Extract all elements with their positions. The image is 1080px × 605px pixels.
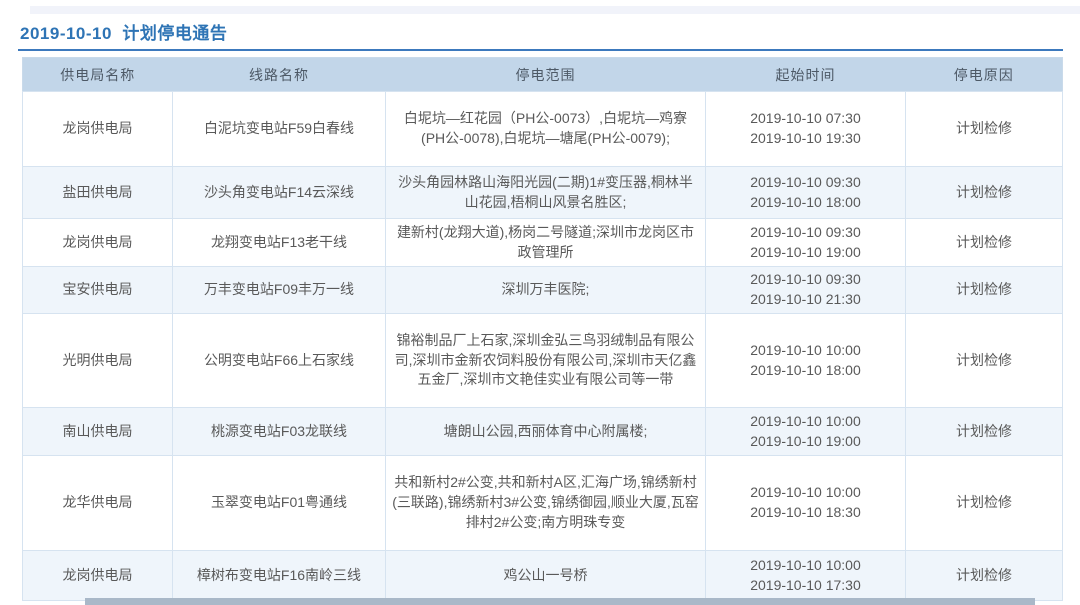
start-time: 2019-10-10 09:30	[750, 173, 861, 190]
header-start-time: 起始时间	[705, 57, 906, 92]
table-row: 龙岗供电局 龙翔变电站F13老干线 建新村(龙翔大道),杨岗二号隧道;深圳市龙岗…	[22, 218, 1063, 267]
cell-time: 2019-10-10 10:00 2019-10-10 17:30	[705, 550, 906, 601]
top-decorative-band	[30, 6, 1080, 14]
cell-scope: 锦裕制品厂上石家,深圳金弘三鸟羽绒制品有限公司,深圳市金新农饲料股份有限公司,深…	[385, 313, 706, 408]
cell-time: 2019-10-10 10:00 2019-10-10 19:00	[705, 407, 906, 456]
start-time: 2019-10-10 10:00	[750, 556, 861, 573]
start-time: 2019-10-10 09:30	[750, 223, 861, 240]
cell-line: 樟树布变电站F16南岭三线	[172, 550, 386, 601]
end-time: 2019-10-10 18:00	[750, 193, 861, 210]
power-outage-table: 供电局名称 线路名称 停电范围 起始时间 停电原因 龙岗供电局 白泥坑变电站F5…	[22, 57, 1063, 601]
cell-time: 2019-10-10 10:00 2019-10-10 18:30	[705, 455, 906, 551]
cell-reason: 计划检修	[905, 218, 1063, 267]
cell-scope: 塘朗山公园,西丽体育中心附属楼;	[385, 407, 706, 456]
end-time: 2019-10-10 17:30	[750, 576, 861, 593]
end-time: 2019-10-10 19:30	[750, 130, 861, 146]
cell-time: 2019-10-10 07:30 2019-10-10 19:30	[705, 91, 906, 167]
end-time: 2019-10-10 21:30	[750, 291, 861, 307]
header-scope: 停电范围	[385, 57, 706, 92]
cell-reason: 计划检修	[905, 407, 1063, 456]
table-row: 南山供电局 桃源变电站F03龙联线 塘朗山公园,西丽体育中心附属楼; 2019-…	[22, 407, 1063, 456]
table-row: 盐田供电局 沙头角变电站F14云深线 沙头角园林路山海阳光园(二期)1#变压器,…	[22, 166, 1063, 219]
cell-scope: 建新村(龙翔大道),杨岗二号隧道;深圳市龙岗区市政管理所	[385, 218, 706, 267]
cell-reason: 计划检修	[905, 550, 1063, 601]
header-reason: 停电原因	[905, 57, 1063, 92]
cell-bureau: 光明供电局	[22, 313, 173, 408]
title-underline	[18, 49, 1063, 51]
page-title: 2019-10-10 计划停电通告	[20, 24, 228, 43]
cell-line: 沙头角变电站F14云深线	[172, 166, 386, 219]
cell-bureau: 龙岗供电局	[22, 91, 173, 167]
table-row: 宝安供电局 万丰变电站F09丰万一线 深圳万丰医院; 2019-10-10 09…	[22, 266, 1063, 314]
cell-time: 2019-10-10 09:30 2019-10-10 19:00	[705, 218, 906, 267]
cell-reason: 计划检修	[905, 455, 1063, 551]
cell-time: 2019-10-10 09:30 2019-10-10 18:00	[705, 166, 906, 219]
table-header-row: 供电局名称 线路名称 停电范围 起始时间 停电原因	[22, 57, 1063, 92]
cell-line: 桃源变电站F03龙联线	[172, 407, 386, 456]
table-row: 龙岗供电局 樟树布变电站F16南岭三线 鸡公山一号桥 2019-10-10 10…	[22, 550, 1063, 601]
start-time: 2019-10-10 10:00	[750, 484, 861, 501]
end-time: 2019-10-10 19:00	[750, 243, 861, 260]
cell-time: 2019-10-10 10:00 2019-10-10 18:00	[705, 313, 906, 408]
cell-line: 白泥坑变电站F59白春线	[172, 91, 386, 167]
cell-bureau: 盐田供电局	[22, 166, 173, 219]
cell-line: 玉翠变电站F01粤通线	[172, 455, 386, 551]
header-bureau: 供电局名称	[22, 57, 173, 92]
end-time: 2019-10-10 18:30	[750, 504, 861, 520]
cell-bureau: 龙华供电局	[22, 455, 173, 551]
cell-bureau: 龙岗供电局	[22, 218, 173, 267]
cell-scope: 共和新村2#公变,共和新村A区,汇海广场,锦绣新村(三联路),锦绣新村3#公变,…	[385, 455, 706, 551]
header-line: 线路名称	[172, 57, 386, 92]
start-time: 2019-10-10 10:00	[750, 412, 861, 429]
end-time: 2019-10-10 19:00	[750, 432, 861, 449]
cell-scope: 鸡公山一号桥	[385, 550, 706, 601]
cell-line: 万丰变电站F09丰万一线	[172, 266, 386, 314]
cell-line: 龙翔变电站F13老干线	[172, 218, 386, 267]
cell-scope: 深圳万丰医院;	[385, 266, 706, 314]
cell-reason: 计划检修	[905, 313, 1063, 408]
cell-bureau: 龙岗供电局	[22, 550, 173, 601]
cell-bureau: 南山供电局	[22, 407, 173, 456]
cell-time: 2019-10-10 09:30 2019-10-10 21:30	[705, 266, 906, 314]
cell-reason: 计划检修	[905, 266, 1063, 314]
end-time: 2019-10-10 18:00	[750, 361, 861, 378]
start-time: 2019-10-10 09:30	[750, 271, 861, 288]
cell-reason: 计划检修	[905, 91, 1063, 167]
cell-reason: 计划检修	[905, 166, 1063, 219]
start-time: 2019-10-10 10:00	[750, 341, 861, 358]
start-time: 2019-10-10 07:30	[750, 110, 861, 127]
cell-scope: 白坭坑—红花园（PH公-0073）,白坭坑—鸡寮(PH公-0078),白坭坑—塘…	[385, 91, 706, 167]
table-row: 光明供电局 公明变电站F66上石家线 锦裕制品厂上石家,深圳金弘三鸟羽绒制品有限…	[22, 313, 1063, 408]
cell-line: 公明变电站F66上石家线	[172, 313, 386, 408]
table-row: 龙华供电局 玉翠变电站F01粤通线 共和新村2#公变,共和新村A区,汇海广场,锦…	[22, 455, 1063, 551]
table-row: 龙岗供电局 白泥坑变电站F59白春线 白坭坑—红花园（PH公-0073）,白坭坑…	[22, 91, 1063, 167]
cell-scope: 沙头角园林路山海阳光园(二期)1#变压器,桐林半山花园,梧桐山风景名胜区;	[385, 166, 706, 219]
cell-bureau: 宝安供电局	[22, 266, 173, 314]
next-section-partial-strip	[85, 598, 1035, 605]
